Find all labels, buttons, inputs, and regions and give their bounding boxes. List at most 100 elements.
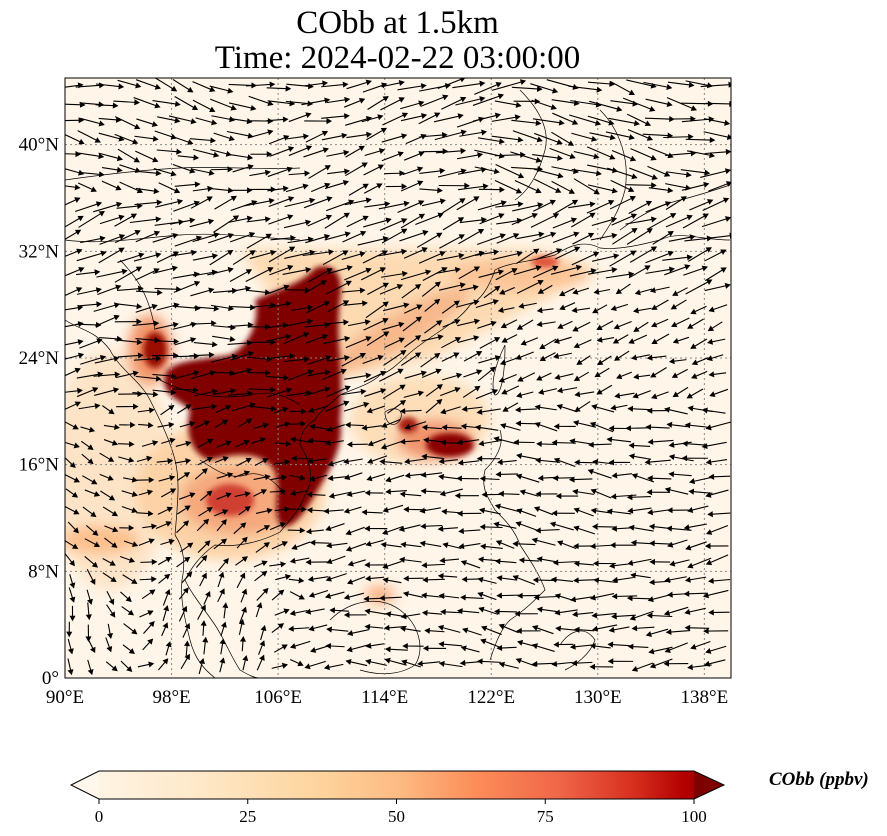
wind-arrow <box>95 83 125 90</box>
wind-arrow <box>65 229 82 240</box>
wind-arrow <box>249 169 271 177</box>
wind-arrow <box>324 179 350 190</box>
wind-arrow <box>703 131 731 140</box>
wind-arrow <box>550 264 583 275</box>
wind-arrow <box>626 79 657 89</box>
wind-arrow <box>702 197 730 212</box>
wind-arrow <box>491 79 527 91</box>
wind-arrow <box>442 318 461 328</box>
wind-arrow <box>326 149 350 157</box>
wind-arrow <box>688 247 712 262</box>
wind-arrow <box>687 318 704 329</box>
wind-arrow <box>305 334 329 344</box>
wind-arrow <box>172 163 196 174</box>
wind-arrow <box>99 214 125 225</box>
wind-arrow <box>568 85 603 93</box>
wind-arrow <box>500 319 518 329</box>
wind-arrow <box>229 231 256 243</box>
wind-arrow <box>307 268 333 283</box>
wind-arrow <box>400 180 424 192</box>
wind-arrow <box>174 337 197 346</box>
wind-arrow <box>378 200 410 210</box>
wind-arrow <box>134 199 163 206</box>
wind-arrow <box>344 372 372 380</box>
wind-arrow <box>632 390 651 399</box>
wind-arrow <box>404 304 423 314</box>
wind-arrow <box>495 268 518 281</box>
wind-arrow <box>649 286 670 294</box>
wind-arrow <box>214 195 237 210</box>
wind-arrow <box>441 352 460 362</box>
wind-arrow <box>190 287 215 297</box>
wind-arrow <box>459 129 488 137</box>
wind-arrow <box>479 337 501 349</box>
wind-arrow <box>288 369 314 381</box>
wind-arrow <box>633 307 652 314</box>
wind-arrow <box>501 385 520 395</box>
wind-arrow <box>229 269 253 282</box>
wind-arrow <box>117 148 140 163</box>
wind-arrow <box>701 216 731 228</box>
wind-arrow <box>156 148 182 155</box>
wind-arrow <box>459 284 479 292</box>
wind-arrow <box>102 405 115 415</box>
wind-arrow <box>381 151 404 162</box>
wind-arrow <box>666 171 692 178</box>
wind-arrow <box>243 198 275 207</box>
wind-arrow <box>533 199 556 212</box>
wind-arrow <box>267 185 289 192</box>
wind-arrow <box>230 187 253 194</box>
wind-arrow <box>402 316 422 332</box>
wind-arrow <box>708 181 731 192</box>
wind-arrow <box>438 182 470 189</box>
wind-arrow <box>114 318 142 325</box>
wind-arrow <box>534 132 563 145</box>
wind-arrow <box>305 301 331 314</box>
wind-arrow <box>645 201 672 213</box>
wind-arrow <box>571 132 598 142</box>
wind-vector-field <box>65 78 731 676</box>
wind-arrow <box>65 197 81 206</box>
wind-arrow <box>384 337 405 348</box>
wind-arrow <box>497 307 515 314</box>
wind-arrow <box>421 368 442 378</box>
wind-arrow <box>401 352 422 366</box>
wind-arrow <box>212 335 236 343</box>
wind-arrow <box>704 249 727 262</box>
wind-arrow <box>269 264 294 276</box>
wind-arrow <box>478 186 506 193</box>
wind-arrow <box>301 97 331 106</box>
wind-arrow <box>307 355 332 365</box>
map-plot-area <box>65 78 731 678</box>
wind-arrow <box>593 288 611 295</box>
wind-arrow <box>77 130 101 143</box>
wind-arrow <box>382 302 410 312</box>
wind-arrow <box>266 85 292 92</box>
wind-arrow <box>209 98 237 111</box>
wind-arrow <box>605 131 635 141</box>
wind-arrow <box>532 154 563 161</box>
wind-arrow <box>133 97 161 109</box>
wind-arrow <box>612 334 629 344</box>
wind-arrow <box>571 212 596 228</box>
wind-arrow <box>421 198 446 207</box>
wind-arrow <box>629 246 658 263</box>
wind-arrow <box>703 118 731 126</box>
wind-arrow <box>114 133 139 145</box>
wind-arrow <box>65 134 85 145</box>
wind-arrow <box>622 97 656 112</box>
wind-arrow <box>232 402 256 412</box>
wind-arrow <box>492 250 523 261</box>
wind-arrow <box>686 150 716 159</box>
wind-arrow <box>494 180 523 194</box>
wind-arrow <box>101 166 123 173</box>
wind-arrow <box>98 152 123 162</box>
wind-arrow <box>137 407 155 414</box>
wind-arrow <box>65 248 83 257</box>
wind-arrow <box>94 387 120 396</box>
wind-arrow <box>456 196 480 211</box>
wind-arrow <box>78 210 105 228</box>
wind-arrow <box>94 355 120 364</box>
wind-arrow <box>230 351 255 361</box>
wind-arrow <box>651 333 670 345</box>
